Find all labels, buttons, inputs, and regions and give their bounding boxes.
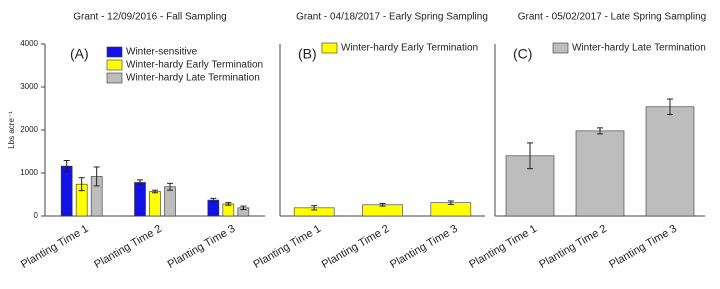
legend-swatch (552, 42, 569, 54)
legend-label: Winter-hardy Late Termination (126, 73, 260, 84)
x-tick-label: Planting Time 1 (251, 223, 323, 271)
bar (60, 165, 73, 217)
y-tick-label: 1000 (20, 168, 38, 177)
bar (134, 182, 146, 217)
chart-title: Grant - 12/09/2016 - Fall Sampling (73, 12, 226, 23)
panel-label: (C) (513, 46, 532, 62)
x-tick-label: Planting Time 2 (92, 223, 164, 271)
x-tick-label: Planting Time 2 (320, 223, 392, 271)
x-tick-label: Planting Time 1 (467, 223, 539, 271)
legend-swatch (106, 72, 123, 84)
bar (149, 191, 161, 217)
bar (575, 130, 625, 217)
chart-title: Grant - 05/02/2017 - Late Spring Samplin… (518, 12, 706, 23)
x-tick-label: Planting Time 2 (537, 223, 609, 271)
legend-label: Winter-hardy Early Termination (126, 60, 263, 71)
panel-label: (A) (70, 46, 89, 62)
bar (645, 106, 695, 217)
y-tick-label: 4000 (20, 39, 38, 48)
legend-swatch (106, 59, 123, 71)
legend-label: Winter-sensitive (126, 47, 198, 58)
y-tick-label: 2000 (20, 125, 38, 134)
x-tick-label: Planting Time 1 (19, 223, 91, 271)
panel-label: (B) (298, 46, 317, 62)
y-tick-label: 3000 (20, 82, 38, 91)
chart-title: Grant - 04/18/2017 - Early Spring Sampli… (296, 12, 488, 23)
bar (164, 186, 176, 217)
bar (222, 203, 235, 217)
x-tick-label: Planting Time 3 (166, 223, 238, 271)
x-tick-label: Planting Time 3 (607, 223, 679, 271)
y-tick-label: 0 (34, 211, 39, 220)
bar (207, 199, 220, 217)
legend-swatch (321, 42, 338, 54)
y-axis-label: Lbs acre⁻¹ (7, 111, 16, 149)
legend-swatch (106, 46, 123, 58)
x-tick-label: Planting Time 3 (388, 223, 460, 271)
legend-label: Winter-hardy Late Termination (572, 43, 706, 54)
legend-label: Winter-hardy Early Termination (341, 43, 478, 54)
